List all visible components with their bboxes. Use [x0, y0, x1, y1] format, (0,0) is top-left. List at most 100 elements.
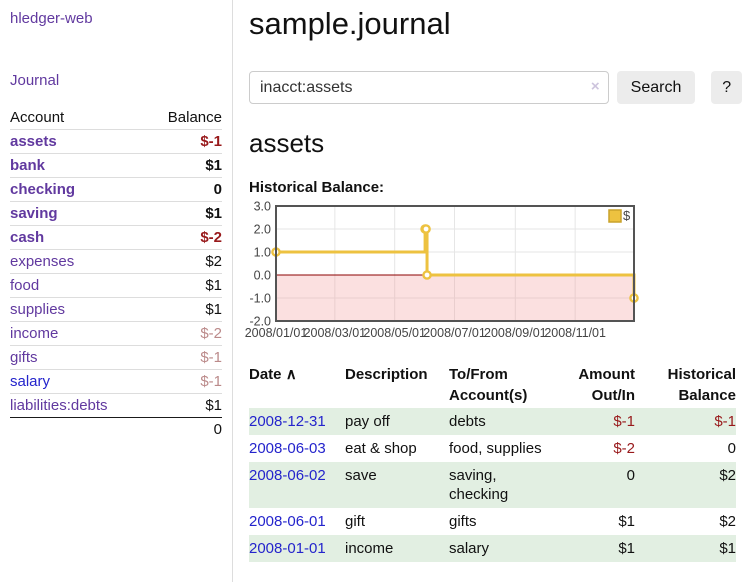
- account-link[interactable]: food: [10, 277, 40, 294]
- account-row: food $1: [10, 273, 222, 298]
- account-row: assets $-1: [10, 129, 222, 154]
- col-header-line2: Out/In: [591, 387, 635, 404]
- svg-text:0.0: 0.0: [254, 269, 271, 283]
- sidebar: hledger-web Journal Account Balance asse…: [0, 0, 233, 582]
- transaction-accounts: food, supplies: [449, 440, 542, 457]
- account-heading: assets: [249, 128, 325, 158]
- svg-text:2008/05/01: 2008/05/01: [363, 326, 426, 340]
- svg-text:2008/03/01: 2008/03/01: [304, 326, 367, 340]
- account-link[interactable]: bank: [10, 157, 46, 174]
- transaction-date-link[interactable]: 2008-06-01: [249, 513, 326, 530]
- transaction-row: 2008-06-01 gift gifts $1 $2: [249, 508, 736, 535]
- search-input[interactable]: [249, 71, 609, 104]
- help-button[interactable]: ?: [711, 71, 742, 104]
- accounts-header-account: Account: [10, 109, 65, 126]
- transaction-balance: 0: [727, 440, 736, 457]
- transaction-row: 2008-06-03 eat & shop food, supplies $-2 0: [249, 435, 736, 462]
- account-link[interactable]: salary: [10, 373, 51, 390]
- account-row: bank $1: [10, 153, 222, 178]
- col-header-line1: To/From: [449, 366, 508, 383]
- account-balance: $-1: [200, 133, 222, 150]
- account-balance: $-1: [200, 349, 222, 366]
- chart-title: Historical Balance:: [249, 179, 385, 196]
- col-header-line1: Description: [345, 366, 428, 383]
- svg-text:$: $: [623, 208, 631, 223]
- search-form: × Search ?: [249, 71, 742, 104]
- account-link[interactable]: supplies: [10, 301, 66, 318]
- account-balance: $1: [205, 397, 222, 414]
- transaction-amount: $1: [618, 540, 635, 557]
- account-link[interactable]: saving: [10, 205, 58, 222]
- register-col-header[interactable]: Date ∧: [249, 362, 345, 408]
- sort-ascending-icon: ∧: [285, 366, 297, 383]
- svg-text:2008/07/01: 2008/07/01: [423, 326, 486, 340]
- svg-text:-2.0: -2.0: [249, 315, 271, 329]
- register-col-header: To/From Account(s): [449, 362, 559, 408]
- account-row: expenses $2: [10, 249, 222, 274]
- transaction-balance: $1: [719, 540, 736, 557]
- transaction-date-link[interactable]: 2008-12-31: [249, 413, 326, 430]
- account-balance: $1: [205, 277, 222, 294]
- register-col-header: Description: [345, 362, 449, 408]
- clear-search-icon[interactable]: ×: [590, 78, 600, 95]
- transaction-description: income: [345, 540, 394, 557]
- svg-text:2008/11/01: 2008/11/01: [544, 326, 606, 340]
- account-balance: $1: [205, 157, 222, 174]
- account-balance: $-1: [200, 373, 222, 390]
- account-row: supplies $1: [10, 297, 222, 322]
- accounts-header-balance: Balance: [167, 109, 222, 126]
- transaction-date-link[interactable]: 2008-01-01: [249, 540, 326, 557]
- brand-link[interactable]: hledger-web: [10, 10, 93, 27]
- register-header-row: Date ∧ Description To/From Account(s) Amount…: [249, 362, 736, 408]
- sidebar-item-journal[interactable]: Journal: [10, 72, 60, 89]
- account-balance: $2: [205, 253, 222, 270]
- transaction-row: 2008-12-31 pay off debts $-1 $-1: [249, 408, 736, 435]
- col-header-line2: Balance: [678, 387, 736, 404]
- accounts-table: Account Balance assets $-1 bank $1 checking 0…: [10, 106, 222, 441]
- account-link[interactable]: checking: [10, 181, 76, 198]
- accounts-header-row: Account Balance: [10, 106, 222, 130]
- svg-text:2008/09/01: 2008/09/01: [484, 326, 547, 340]
- account-link[interactable]: liabilities:debts: [10, 397, 108, 414]
- transaction-accounts: saving, checking: [449, 467, 509, 503]
- accounts-total-balance: 0: [213, 421, 222, 438]
- page-title: sample.journal: [249, 6, 451, 41]
- transaction-description: gift: [345, 513, 366, 530]
- transaction-description: eat & shop: [345, 440, 417, 457]
- register-col-header: Historical Balance: [643, 362, 736, 408]
- col-header-line2: Account(s): [449, 387, 528, 404]
- transaction-accounts: salary: [449, 540, 490, 557]
- register-col-header: Amount Out/In: [559, 362, 643, 408]
- main-content: sample.journal × Search ? assets Histori…: [233, 0, 742, 582]
- search-button[interactable]: Search: [616, 71, 696, 104]
- accounts-total-row: 0: [10, 417, 222, 442]
- register-table: Date ∧ Description To/From Account(s) Amount…: [249, 362, 736, 562]
- transaction-date-link[interactable]: 2008-06-02: [249, 467, 326, 484]
- account-balance: $1: [205, 205, 222, 222]
- account-link[interactable]: gifts: [10, 349, 38, 366]
- account-link[interactable]: assets: [10, 133, 57, 150]
- account-link[interactable]: expenses: [10, 253, 75, 270]
- col-header-line1: Historical: [667, 366, 736, 383]
- account-link[interactable]: income: [10, 325, 59, 342]
- transaction-description: pay off: [345, 413, 390, 430]
- svg-text:2008/01/01: 2008/01/01: [245, 326, 308, 340]
- account-link[interactable]: cash: [10, 229, 45, 246]
- account-row: salary $-1: [10, 369, 222, 394]
- transaction-amount: $-1: [613, 413, 635, 430]
- account-row: saving $1: [10, 201, 222, 226]
- svg-text:-1.0: -1.0: [249, 292, 271, 306]
- account-row: checking 0: [10, 177, 222, 202]
- account-balance: $-2: [200, 229, 222, 246]
- svg-text:1.0: 1.0: [254, 246, 271, 260]
- transaction-balance: $2: [719, 513, 736, 530]
- transaction-row: 2008-01-01 income salary $1 $1: [249, 535, 736, 562]
- historical-balance-chart: $3.0 2.0 1.0 0.0 -1.0 -2.02008/01/012008/03/0…: [245, 200, 639, 340]
- account-balance: $-2: [200, 325, 222, 342]
- transaction-date-link[interactable]: 2008-06-03: [249, 440, 326, 457]
- chart-legend: $: [608, 208, 631, 223]
- transaction-balance: $2: [719, 467, 736, 484]
- account-balance: 0: [213, 181, 222, 198]
- transaction-balance: $-1: [714, 413, 736, 430]
- svg-text:2.0: 2.0: [254, 223, 271, 237]
